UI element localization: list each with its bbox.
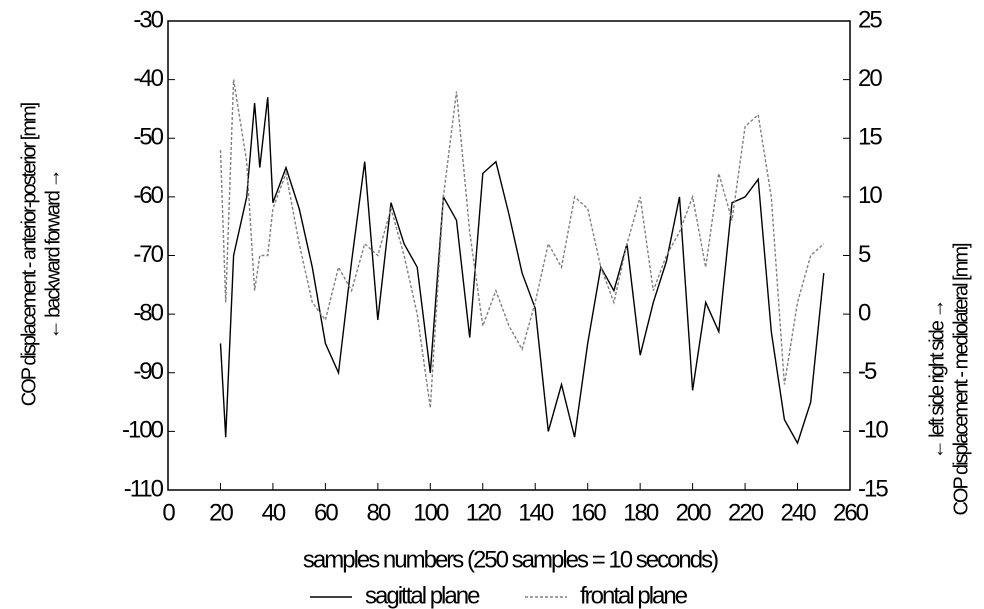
- y-tick-label: -30: [133, 6, 163, 33]
- x-tick-label: 0: [162, 499, 175, 526]
- y-tick-label: -60: [133, 182, 163, 209]
- x-tick-label: 240: [781, 499, 817, 526]
- y2-tick-label: -15: [858, 475, 888, 502]
- y-tick-label: -50: [133, 124, 163, 151]
- y2-tick-label: 0: [858, 299, 871, 326]
- y-tick-label: -40: [133, 65, 163, 92]
- x-tick-label: 220: [728, 499, 764, 526]
- legend-label: frontal plane: [580, 582, 688, 609]
- y-tick-label: -90: [133, 358, 163, 385]
- y2-tick-label: 20: [858, 65, 882, 92]
- y2-tick-label: 25: [858, 6, 882, 33]
- y-tick-label: -80: [133, 299, 163, 326]
- x-tick-label: 80: [366, 499, 390, 526]
- series-line: [219, 79, 825, 408]
- y2-axis-label-line: ← left side right side →: [926, 301, 948, 460]
- x-tick-label: 160: [571, 499, 607, 526]
- y-axis-label-line: ← backward forward →: [42, 171, 64, 340]
- x-tick-label: 40: [262, 499, 286, 526]
- y2-tick-label: 10: [858, 182, 882, 209]
- y-tick-label: -110: [124, 475, 164, 502]
- x-tick-label: 180: [623, 499, 659, 526]
- y2-tick-label: 15: [858, 124, 882, 151]
- y2-tick-label: -10: [858, 417, 888, 444]
- x-tick-label: 100: [413, 499, 449, 526]
- x-tick-label: 140: [518, 499, 554, 526]
- y2-tick-label: 5: [858, 241, 871, 268]
- y-tick-label: -100: [122, 417, 164, 444]
- x-tick-label: 260: [833, 499, 869, 526]
- x-tick-label: 60: [314, 499, 338, 526]
- plot-frame: [167, 20, 851, 491]
- y-tick-label: -70: [133, 241, 163, 268]
- x-axis-label: samples numbers (250 samples = 10 second…: [303, 546, 718, 573]
- y2-axis-label-line: COP displacement - mediolateral [mm]: [950, 243, 972, 516]
- x-tick-label: 200: [676, 499, 712, 526]
- x-tick-label: 120: [466, 499, 502, 526]
- y2-axis-label: ← left side right side → COP displacemen…: [926, 243, 972, 516]
- y2-tick-label: -5: [858, 358, 877, 385]
- x-tick-label: 20: [209, 499, 233, 526]
- legend-label: sagittal plane: [365, 582, 480, 609]
- series-line: [219, 97, 825, 445]
- y-axis-label: COP displacement - anterior-posterior [m…: [18, 102, 64, 406]
- y-axis-label-line: COP displacement - anterior-posterior [m…: [18, 102, 40, 406]
